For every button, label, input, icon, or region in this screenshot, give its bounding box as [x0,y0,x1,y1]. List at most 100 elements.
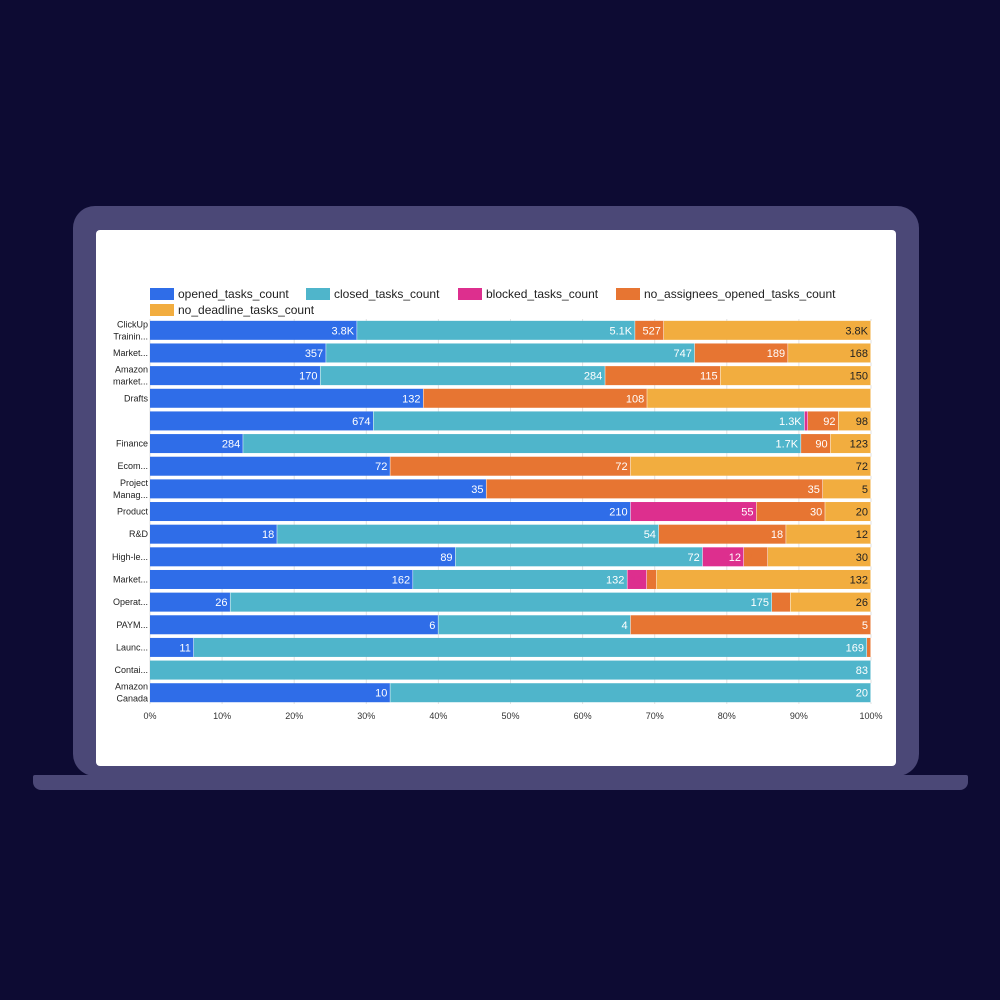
bar-segment-no_assignees_opened_tasks_count [486,479,823,499]
data-label-opened_tasks_count: 357 [305,348,323,360]
bar-segment-opened_tasks_count [150,366,321,386]
bar-segment-no_deadline_tasks_count [790,592,871,612]
data-label-no_assignees_opened_tasks_count: 35 [808,484,820,496]
stacked-bar-chart: opened_tasks_count closed_tasks_count bloc… [112,287,883,721]
data-label-no_assignees_opened_tasks_count: 30 [810,507,822,519]
bar-segment-no_assignees_opened_tasks_count [605,366,721,386]
x-tick-label: 70% [646,711,664,721]
bar-segment-no_deadline_tasks_count [830,434,871,454]
category-label: Ecom... [117,461,148,471]
data-label-opened_tasks_count: 674 [352,416,370,428]
bar-segment-opened_tasks_count [150,683,391,703]
data-label-blocked_tasks_count: 55 [741,507,753,519]
bar-segment-no_assignees_opened_tasks_count [756,502,826,522]
bar-segment-closed_tasks_count [373,411,805,431]
data-label-no_deadline_tasks_count: 5 [862,484,868,496]
data-label-no_deadline_tasks_count: 150 [850,371,868,383]
bar-segment-opened_tasks_count [150,502,631,522]
bar-segment-no_assignees_opened_tasks_count [630,615,871,635]
bar-segment-no_assignees_opened_tasks_count [658,524,787,544]
data-label-no_assignees_opened_tasks_count: 189 [767,348,785,360]
legend-swatch-closed_tasks_count [306,288,330,300]
bar-segment-closed_tasks_count [243,434,802,454]
data-label-no_assignees_opened_tasks_count: 527 [643,325,661,337]
bar-segment-opened_tasks_count [150,343,327,363]
x-tick-label: 90% [790,711,808,721]
bar-segment-opened_tasks_count [150,637,194,657]
data-label-closed_tasks_count: 72 [688,552,700,564]
legend-swatch-no_assignees_opened_tasks_count [616,288,640,300]
data-label-closed_tasks_count: 54 [644,529,656,541]
bar-segment-no_assignees_opened_tasks_count [807,411,839,431]
bar-segment-opened_tasks_count [150,615,439,635]
bar-segment-no_assignees_opened_tasks_count [694,343,789,363]
bar-segment-closed_tasks_count [413,569,628,589]
category-label: ClickUp [117,319,148,329]
bar-segment-no_deadline_tasks_count [838,411,871,431]
bar-segment-opened_tasks_count [150,320,358,340]
data-label-closed_tasks_count: 1.3K [779,416,802,428]
data-label-opened_tasks_count: 170 [299,371,317,383]
bar-segment-no_assignees_opened_tasks_count [635,320,664,340]
category-label: Operat... [113,597,148,607]
category-label: Market... [113,574,148,584]
bar-segment-blocked_tasks_count [702,547,744,567]
data-label-opened_tasks_count: 35 [471,484,483,496]
bar-segment-closed_tasks_count [438,615,631,635]
bar-segment-no_assignees_opened_tasks_count [390,456,631,476]
data-label-no_assignees_opened_tasks_count: 108 [626,393,644,405]
legend-label-no_deadline_tasks_count: no_deadline_tasks_count [178,303,315,317]
data-label-no_deadline_tasks_count: 98 [856,416,868,428]
bar-segment-blocked_tasks_count [804,411,808,431]
category-label: Trainin... [113,331,148,341]
data-label-opened_tasks_count: 162 [392,574,410,586]
bar-segment-no_deadline_tasks_count [656,569,871,589]
category-label: Finance [116,439,148,449]
bar-segment-opened_tasks_count [150,479,487,499]
bar-segment-blocked_tasks_count [627,569,647,589]
bar-segment-no_deadline_tasks_count [788,343,871,363]
x-tick-label: 40% [429,711,447,721]
x-tick-label: 60% [574,711,592,721]
data-label-no_assignees_opened_tasks_count: 7 [747,552,753,564]
category-label: Drafts [124,393,149,403]
bar-segment-opened_tasks_count [150,524,278,544]
data-label-no_deadline_tasks_count: 3.8K [845,325,868,337]
category-label: High-le... [112,552,148,562]
data-label-no_assignees_opened_tasks_count: 92 [823,416,835,428]
x-tick-label: 100% [859,711,882,721]
bar-segment-closed_tasks_count [357,320,636,340]
data-label-no_assignees_opened_tasks_count: 72 [615,461,627,473]
data-label-closed_tasks_count: 5.1K [609,325,632,337]
category-label: Amazon [115,365,148,375]
data-label-closed_tasks_count: 169 [846,642,864,654]
x-tick-label: 10% [213,711,231,721]
category-label: market... [113,377,148,387]
category-label: Manag... [113,490,148,500]
data-label-closed_tasks_count: 132 [606,574,624,586]
data-label-no_deadline_tasks_count: 168 [850,348,868,360]
data-label-closed_tasks_count: 175 [751,597,769,609]
data-label-closed_tasks_count: 20 [856,688,868,700]
bar-segment-opened_tasks_count [150,388,424,408]
bar-segment-no_assignees_opened_tasks_count [743,547,768,567]
data-label-no_assignees_opened_tasks_count: 115 [700,371,718,383]
data-label-opened_tasks_count: 10 [375,688,387,700]
data-label-no_deadline_tasks_count: 123 [850,439,868,451]
bar-segment-no_deadline_tasks_count [825,502,871,522]
bar-segment-no_deadline_tasks_count [822,479,871,499]
data-label-opened_tasks_count: 89 [440,552,452,564]
bar-segment-no_deadline_tasks_count [663,320,871,340]
data-label-no_deadline_tasks_count: 30 [856,552,868,564]
bar-segment-no_assignees_opened_tasks_count [801,434,831,454]
data-label-opened_tasks_count: 6 [429,620,435,632]
legend-label-closed_tasks_count: closed_tasks_count [334,287,440,301]
bar-segment-no_assignees_opened_tasks_count [423,388,648,408]
bar-segment-closed_tasks_count [277,524,659,544]
data-label-no_assignees_opened_tasks_count: 18 [771,529,783,541]
category-label: Contai... [114,665,148,675]
x-tick-label: 80% [718,711,736,721]
legend-swatch-opened_tasks_count [150,288,174,300]
data-label-closed_tasks_count: 1.7K [775,439,798,451]
laptop-base [33,775,968,790]
